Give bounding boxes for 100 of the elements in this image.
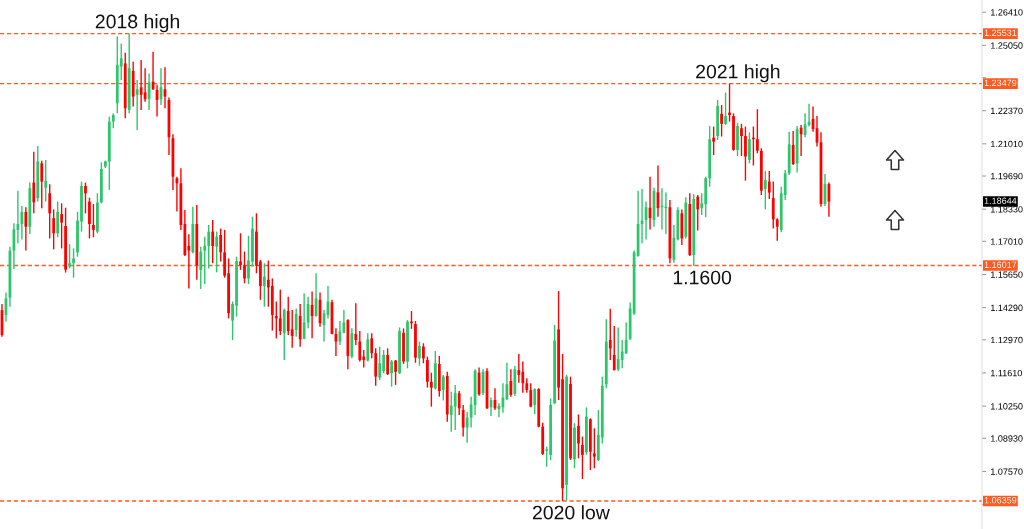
candlestick — [378, 345, 382, 381]
candlestick — [398, 326, 401, 375]
candlestick — [402, 327, 405, 365]
annotation: 1.18644 — [984, 197, 1017, 204]
ref-line-label: 1.25531 — [984, 29, 1017, 37]
y-tick-label: 1.08930 — [991, 435, 1023, 442]
candlestick — [48, 183, 52, 240]
candlestick — [60, 202, 64, 250]
candlestick — [449, 391, 453, 433]
candlestick — [612, 325, 616, 372]
candlestick — [720, 104, 723, 138]
candlestick — [239, 232, 242, 271]
candlestick — [517, 353, 521, 384]
annotation: 2021 high — [696, 64, 780, 83]
candlestick — [529, 382, 533, 409]
candlestick — [219, 227, 223, 263]
y-tick-label: 1.19690 — [991, 172, 1023, 180]
y-tick-label: 1.18330 — [991, 206, 1023, 213]
ref-line-label: 1.16017 — [984, 261, 1017, 268]
candlestick — [453, 384, 457, 431]
candlestick — [350, 327, 354, 360]
candlestick — [736, 121, 739, 157]
candlestick — [616, 326, 620, 372]
candlestick — [767, 170, 771, 200]
y-tick-label: 1.22370 — [991, 107, 1023, 115]
y-tick-label: 1.26410 — [991, 9, 1023, 16]
candlestick — [56, 200, 60, 238]
candlestick — [406, 319, 409, 370]
candlestick — [235, 256, 238, 318]
candlestick — [748, 131, 751, 165]
y-tick-label: 1.10250 — [991, 403, 1023, 410]
candlestick — [139, 59, 143, 111]
candlestick — [92, 203, 95, 238]
candlestick — [414, 320, 417, 364]
candlestick — [366, 332, 370, 363]
candlestick — [68, 243, 71, 270]
y-tick-label: 1.25050 — [991, 42, 1023, 49]
candlestick — [740, 123, 743, 157]
candlestick — [386, 347, 390, 376]
y-tick-label: 1.14290 — [991, 304, 1023, 312]
candlestick — [32, 150, 36, 215]
candlestick — [302, 292, 306, 341]
candlestick — [44, 159, 48, 203]
ref-line-label: 1.23479 — [984, 79, 1017, 87]
candlestick — [696, 194, 700, 232]
candlestick — [64, 207, 67, 274]
candlestick — [40, 159, 44, 209]
candlestick — [88, 197, 91, 240]
candlestick — [592, 427, 596, 469]
candlestick — [290, 309, 294, 349]
annotation: 1.1600 — [673, 270, 732, 285]
candlestick — [577, 413, 580, 459]
candlestick — [99, 161, 103, 205]
candlestick — [771, 180, 775, 230]
candlestick — [298, 303, 302, 348]
candlestick — [716, 99, 720, 141]
candlestick — [96, 192, 99, 234]
candlestick — [573, 422, 576, 469]
candlestick — [429, 372, 433, 408]
candlestick — [763, 170, 767, 211]
candlestick — [282, 307, 286, 361]
annotation: 2018 high — [95, 14, 179, 33]
candlestick — [72, 247, 75, 279]
y-tick-label: 1.11610 — [991, 369, 1022, 377]
candlestick — [243, 250, 246, 284]
candlestick — [278, 289, 282, 336]
candlestick — [589, 417, 592, 471]
candlestick — [215, 230, 219, 273]
candlestick — [441, 374, 445, 402]
candlestick — [203, 236, 207, 285]
candlestick — [775, 217, 779, 242]
y-tick-label: 1.15650 — [991, 271, 1023, 278]
candlestick — [394, 359, 397, 386]
candlestick — [143, 67, 147, 103]
candlestick — [24, 206, 28, 252]
candlestick — [509, 368, 513, 398]
candlestick — [712, 125, 716, 156]
candlestick — [135, 79, 139, 131]
candlestick — [211, 219, 215, 264]
y-tick-label: 1.17010 — [991, 238, 1023, 245]
candlestick — [755, 108, 759, 155]
candlestick — [52, 208, 56, 251]
candlestick — [791, 130, 795, 166]
candlestick — [84, 181, 87, 215]
candlestick — [565, 374, 568, 502]
candlestick — [286, 295, 290, 336]
candlestick — [370, 332, 374, 360]
annotation: 2020 low — [532, 505, 610, 520]
ref-line-label: 1.06359 — [984, 497, 1017, 504]
candlestick — [585, 406, 588, 456]
y-tick-label: 1.21010 — [991, 140, 1023, 148]
candlestick — [390, 359, 393, 388]
candlestick — [262, 262, 266, 308]
candlestick — [426, 355, 429, 389]
candlestick — [569, 375, 572, 461]
candlestick — [374, 347, 378, 387]
candlestick — [422, 342, 425, 364]
candlestick — [724, 91, 727, 126]
candlestick — [294, 307, 298, 338]
candlestick — [207, 224, 211, 270]
